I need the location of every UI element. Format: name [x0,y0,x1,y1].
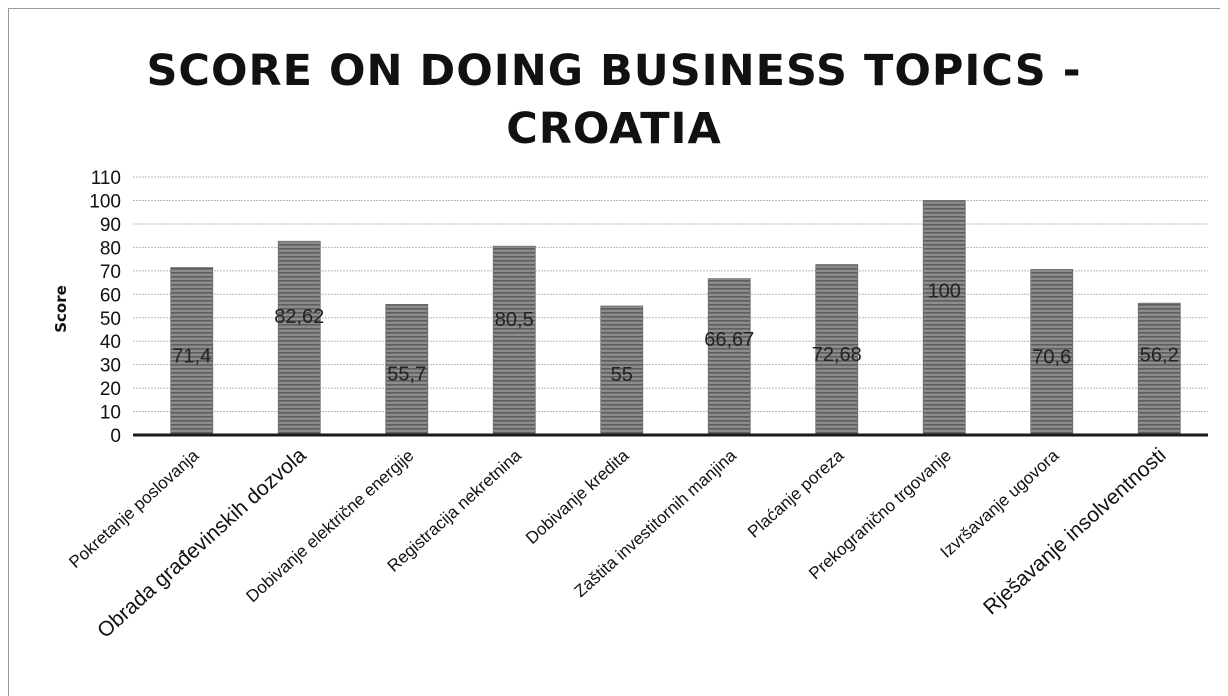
data-label: 66,67 [704,329,754,351]
bar [170,267,214,436]
bar [922,200,966,436]
bar [707,278,751,436]
category-label: Rješavanje insolventnosti [979,444,1170,620]
category-label: Dobivanje kredita [522,445,633,547]
y-tick-label: 100 [89,192,121,213]
bar [815,264,859,436]
data-label: 82,62 [274,306,324,328]
chart-title: SCORE ON DOING BUSINESS TOPICS - CROATIA [146,46,1082,154]
data-label: 80,5 [495,309,534,331]
bar [1137,302,1181,436]
bar [277,240,321,436]
y-tick-label: 50 [100,309,121,330]
gridlines [133,176,1208,413]
bar [492,245,536,436]
bar [600,305,644,436]
data-label: 56,2 [1140,344,1179,366]
data-labels: 71,4 82,62 55,7 80,5 55 66,67 72,68 100 70,6 56,2 [172,281,1178,386]
category-label: Obrada građevinskih dozvola [93,443,311,642]
y-tick-label: 0 [110,426,121,447]
data-label: 72,68 [812,344,862,366]
chart-frame [8,8,1220,696]
y-tick-label: 40 [100,332,121,353]
y-tick-label: 30 [100,356,121,377]
y-tick-label: 90 [100,215,121,236]
data-label: 55 [611,364,633,386]
data-label: 55,7 [387,363,426,385]
y-tick-label: 20 [100,379,121,400]
bar [385,303,429,436]
bar [1030,269,1074,436]
data-label: 70,6 [1032,347,1071,369]
y-tick-label: 80 [100,238,121,259]
data-label: 71,4 [172,346,211,368]
y-axis-label: Score [52,285,70,333]
y-tick-label: 110 [91,168,121,189]
y-tick-label: 70 [100,262,121,283]
category-label: Plaćanje poreza [744,445,848,541]
y-tick-label: 10 [100,403,121,424]
bars [170,200,1181,436]
data-label: 100 [928,281,961,303]
y-tick-label: 60 [100,285,121,306]
